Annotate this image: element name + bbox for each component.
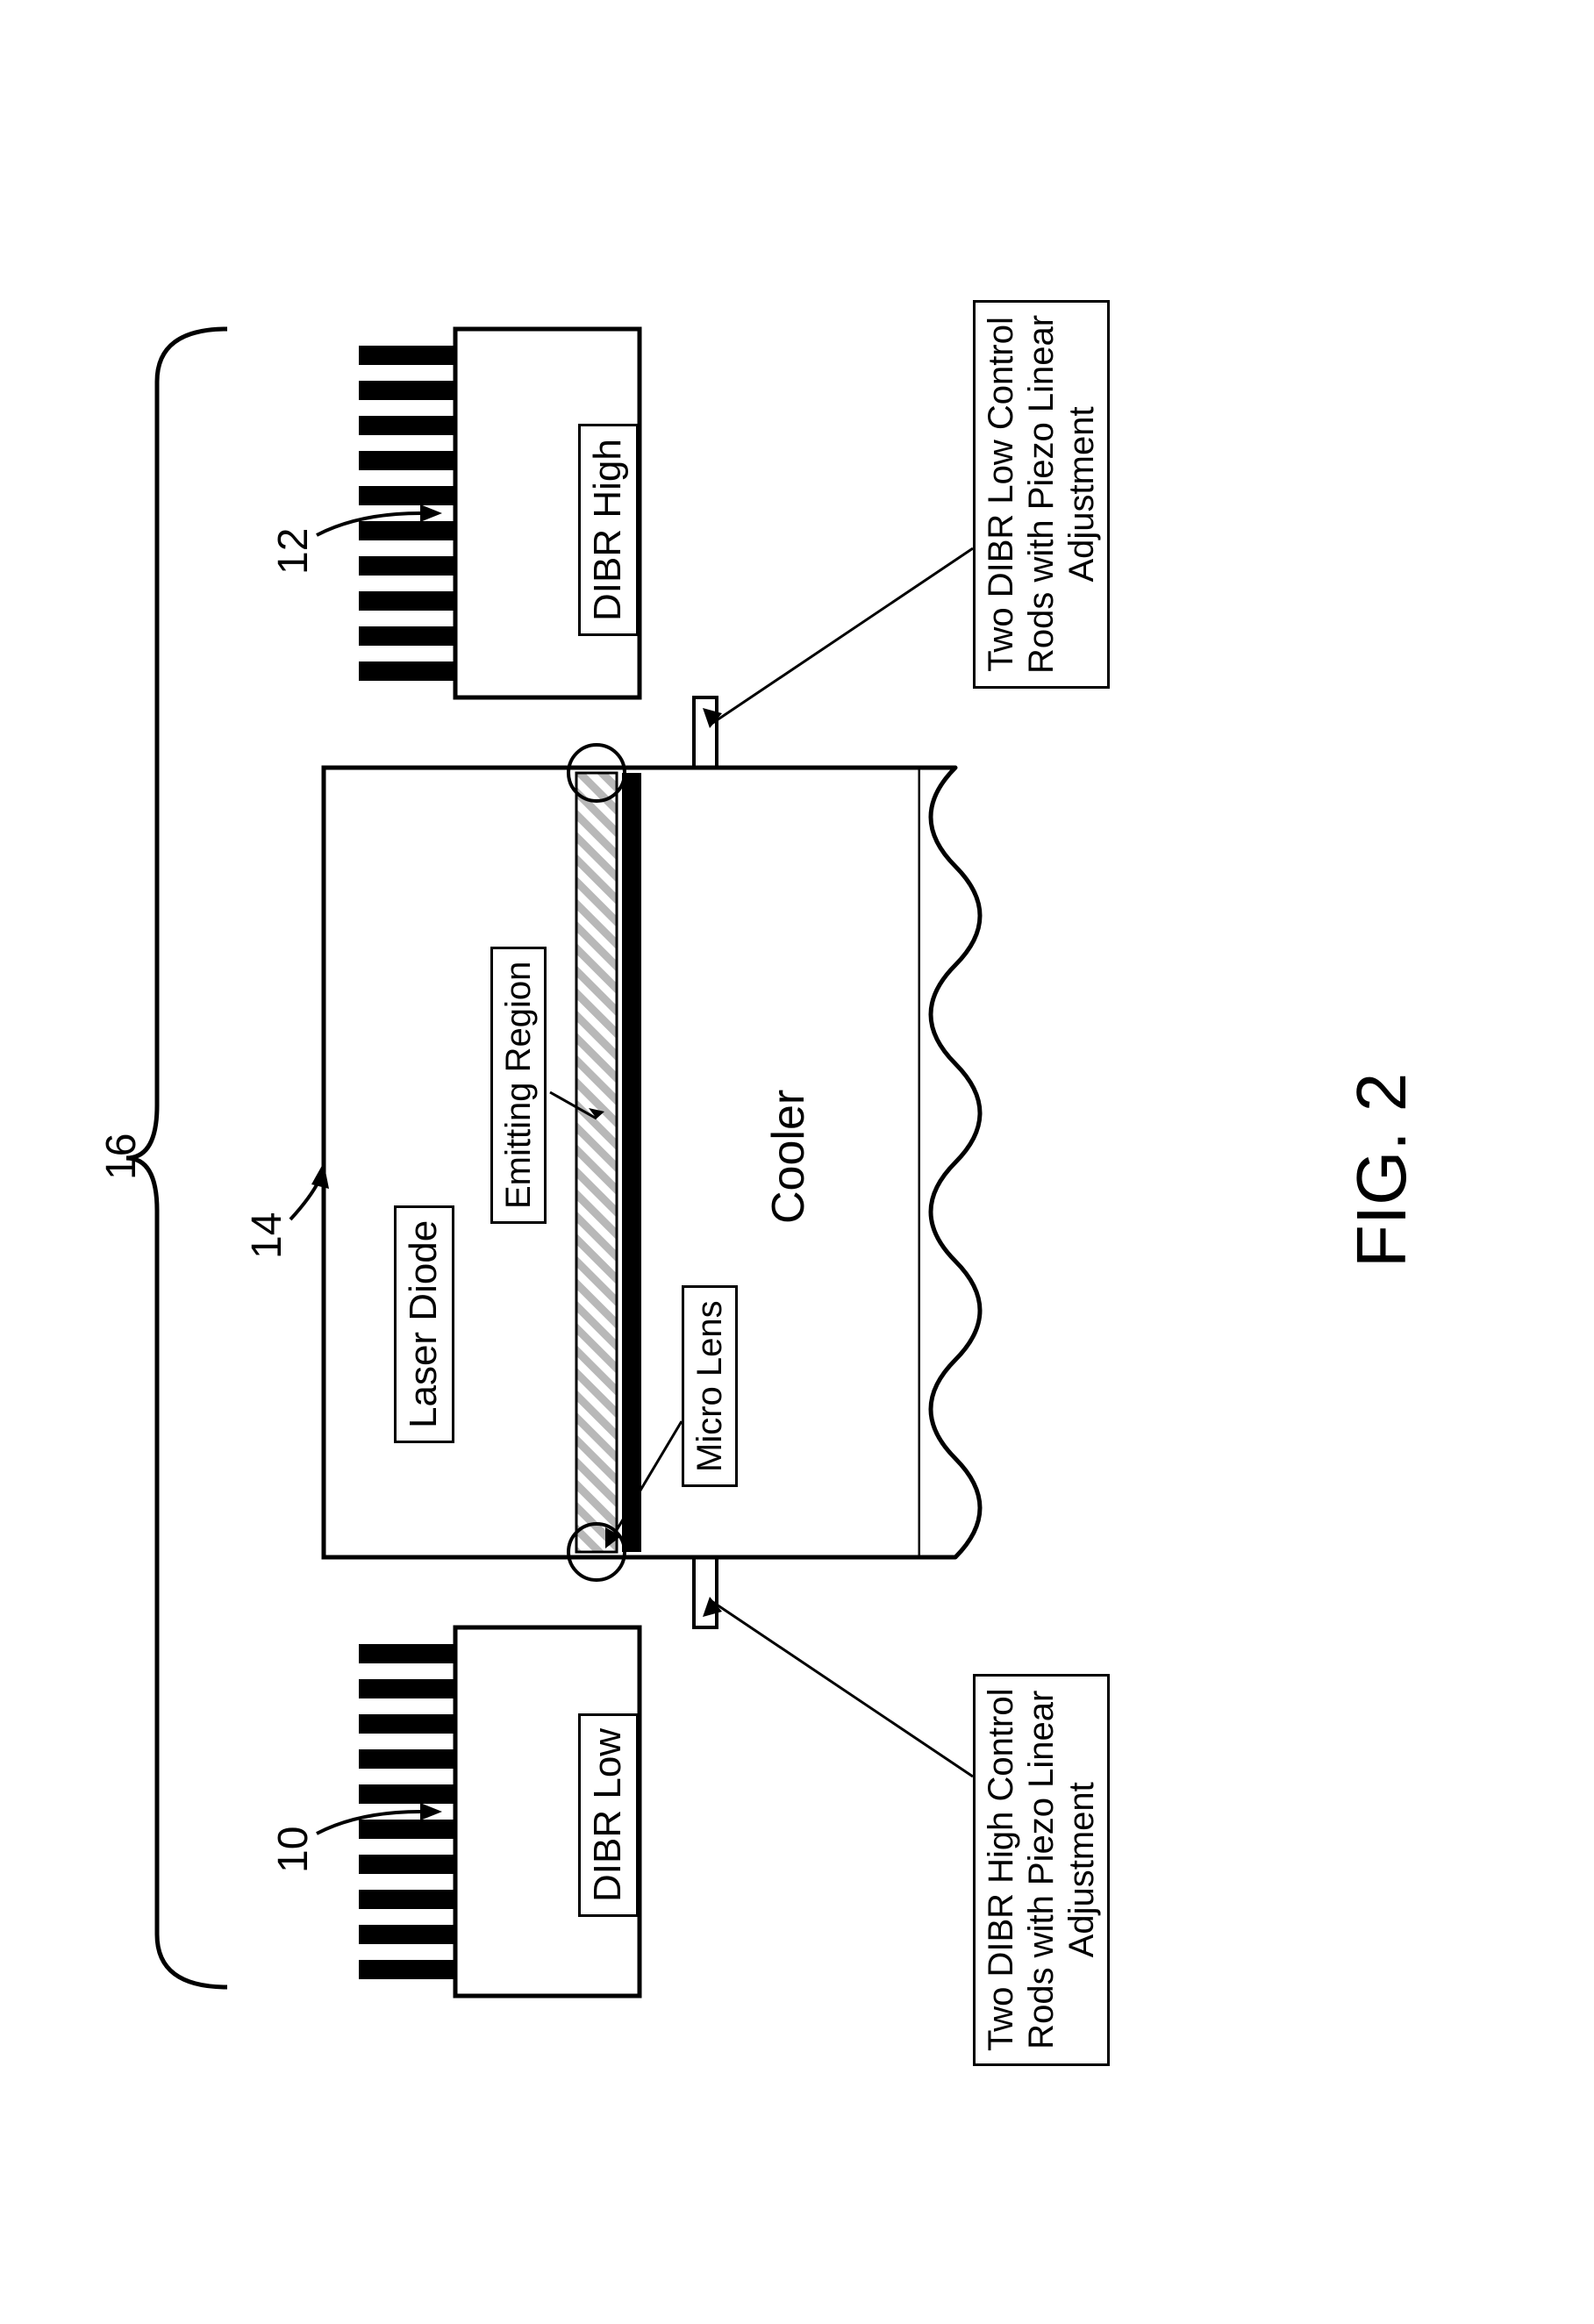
left-rods-label: Two DIBR High Control Rods with Piezo Li… — [973, 1673, 1110, 2065]
emitting-region-label: Emitting Region — [490, 946, 547, 1223]
figure-caption: FIG. 2 — [1341, 1072, 1422, 1267]
cooler-label: Cooler — [762, 1089, 815, 1223]
micro-lens-label: Micro Lens — [682, 1285, 738, 1487]
dibr-low-label: DIBR Low — [578, 1713, 639, 1916]
dibr-high-label: DIBR High — [578, 424, 639, 636]
ref-16: 16 — [97, 1133, 146, 1179]
ref-10: 10 — [269, 1826, 318, 1872]
ref-14: 14 — [243, 1212, 291, 1258]
right-rods-label: Two DIBR Low Control Rods with Piezo Lin… — [973, 299, 1110, 688]
laser-diode-label: Laser Diode — [394, 1205, 454, 1442]
ref-12: 12 — [269, 527, 318, 574]
